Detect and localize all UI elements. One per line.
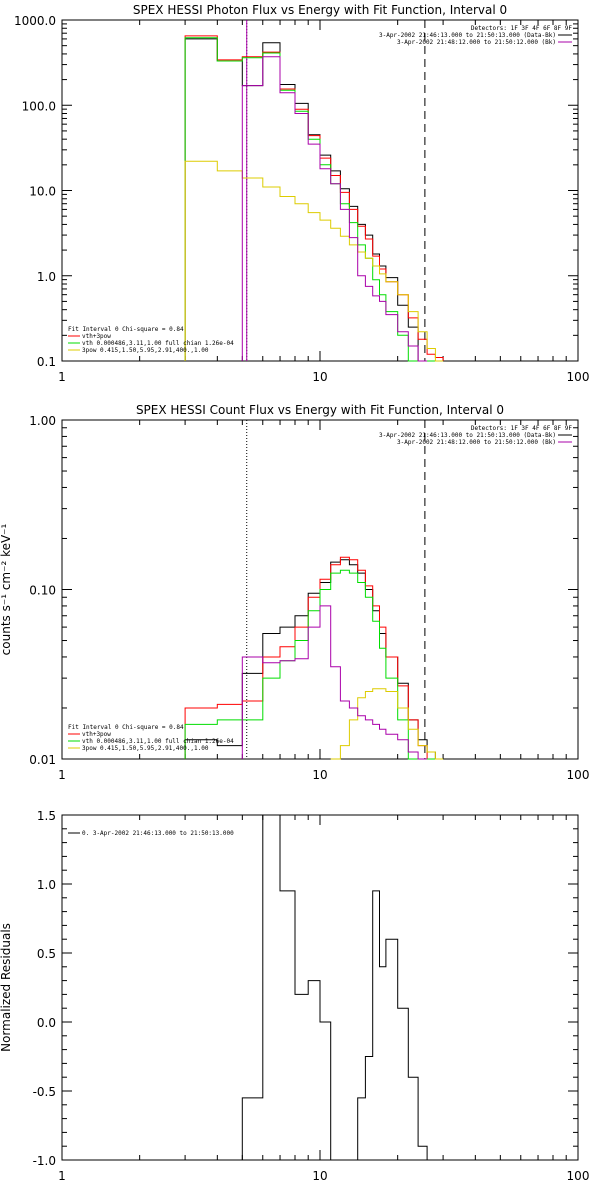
legend-left-item-1-3: 3pow 0.415,1.50,5.95,2.91,400.,1.00 (82, 745, 209, 752)
x-tick-label-2: 10 (312, 1169, 327, 1183)
y-tick-label-0: 1.0 (37, 270, 56, 284)
y-axis-label-2: Normalized Residuals (0, 923, 13, 1052)
y-tick-label-1: 1.00 (29, 414, 56, 428)
legend-right-item-0-2: 3-Apr-2002 21:48:12.000 to 21:50:12.000 … (397, 39, 556, 46)
y-tick-label-2: 0.0 (37, 1016, 56, 1030)
series-background-1 (241, 605, 428, 760)
x-tick-label-0: 10 (312, 370, 327, 384)
x-tick-label-2: 100 (567, 1169, 590, 1183)
legend-right-item-0-1: 3-Apr-2002 21:46:13.000 to 21:50:13.000 … (379, 32, 556, 39)
y-tick-label-2: -1.0 (33, 1154, 56, 1168)
series-data-0 (184, 38, 444, 362)
series-vth+3pow-0 (184, 35, 444, 361)
legend-left-item-0-2: vth 0.000486,3.11,1.00 full chian 1.26e-… (82, 340, 234, 347)
legend-right-item-1-1: 3-Apr-2002 21:46:13.000 to 21:50:13.000 … (379, 432, 556, 439)
legend-left-item-0-1: vth+3pow (82, 333, 111, 340)
legend-right-item-0-0: Detectors: 1F 3F 4F 6F 8F 9F (471, 25, 573, 32)
y-tick-label-0: 10.0 (29, 185, 56, 199)
series-residuals-2 (241, 814, 428, 1161)
x-tick-label-0: 100 (567, 370, 590, 384)
y-tick-label-0: 100.0 (22, 99, 56, 113)
y-tick-label-2: 1.5 (37, 809, 56, 823)
legend-left-item-1-0: Fit Interval 0 Chi-square = 0.84 (68, 724, 184, 731)
y-tick-label-0: 1000.0 (14, 14, 56, 28)
series-data-1 (184, 559, 444, 760)
legend-left-item-0-3: 3pow 0.415,1.50,5.95,2.91,400.,1.00 (82, 347, 209, 354)
chart-title-1: SPEX HESSI Count Flux vs Energy with Fit… (136, 403, 504, 417)
legend-left-item-2-0: 0. 3-Apr-2002 21:46:13.000 to 21:50:13.0… (82, 830, 234, 837)
x-tick-label-1: 100 (567, 768, 590, 782)
x-tick-label-1: 1 (58, 768, 66, 782)
y-tick-label-1: 0.01 (29, 753, 56, 767)
y-axis-label-1: counts s⁻¹ cm⁻² keV⁻¹ (0, 523, 13, 655)
series-vth-1 (184, 569, 444, 760)
x-tick-label-1: 10 (312, 768, 327, 782)
y-tick-label-2: 0.5 (37, 947, 56, 961)
series-3pow-1 (330, 688, 444, 760)
series-3pow-0 (184, 160, 444, 362)
y-tick-label-2: 1.0 (37, 878, 56, 892)
series-vth-0 (184, 37, 444, 362)
legend-right-item-1-2: 3-Apr-2002 21:48:12.000 to 21:50:12.000 … (397, 439, 556, 446)
y-tick-label-1: 0.10 (29, 584, 56, 598)
legend-right-item-1-0: Detectors: 1F 3F 4F 6F 8F 9F (471, 425, 573, 432)
chart-title-0: SPEX HESSI Photon Flux vs Energy with Fi… (133, 3, 507, 17)
legend-left-item-1-2: vth 0.000486,3.11,1.00 full chian 1.26e-… (82, 738, 234, 745)
y-tick-label-2: -0.5 (33, 1085, 56, 1099)
x-tick-label-2: 1 (58, 1169, 66, 1183)
series-background-0 (241, 56, 428, 362)
y-tick-label-0: 0.1 (37, 355, 56, 369)
x-tick-label-0: 1 (58, 370, 66, 384)
series-vth+3pow-1 (184, 556, 444, 760)
plot-frame-0 (61, 19, 579, 362)
legend-left-item-0-0: Fit Interval 0 Chi-square = 0.84 (68, 326, 184, 333)
legend-left-item-1-1: vth+3pow (82, 731, 111, 738)
